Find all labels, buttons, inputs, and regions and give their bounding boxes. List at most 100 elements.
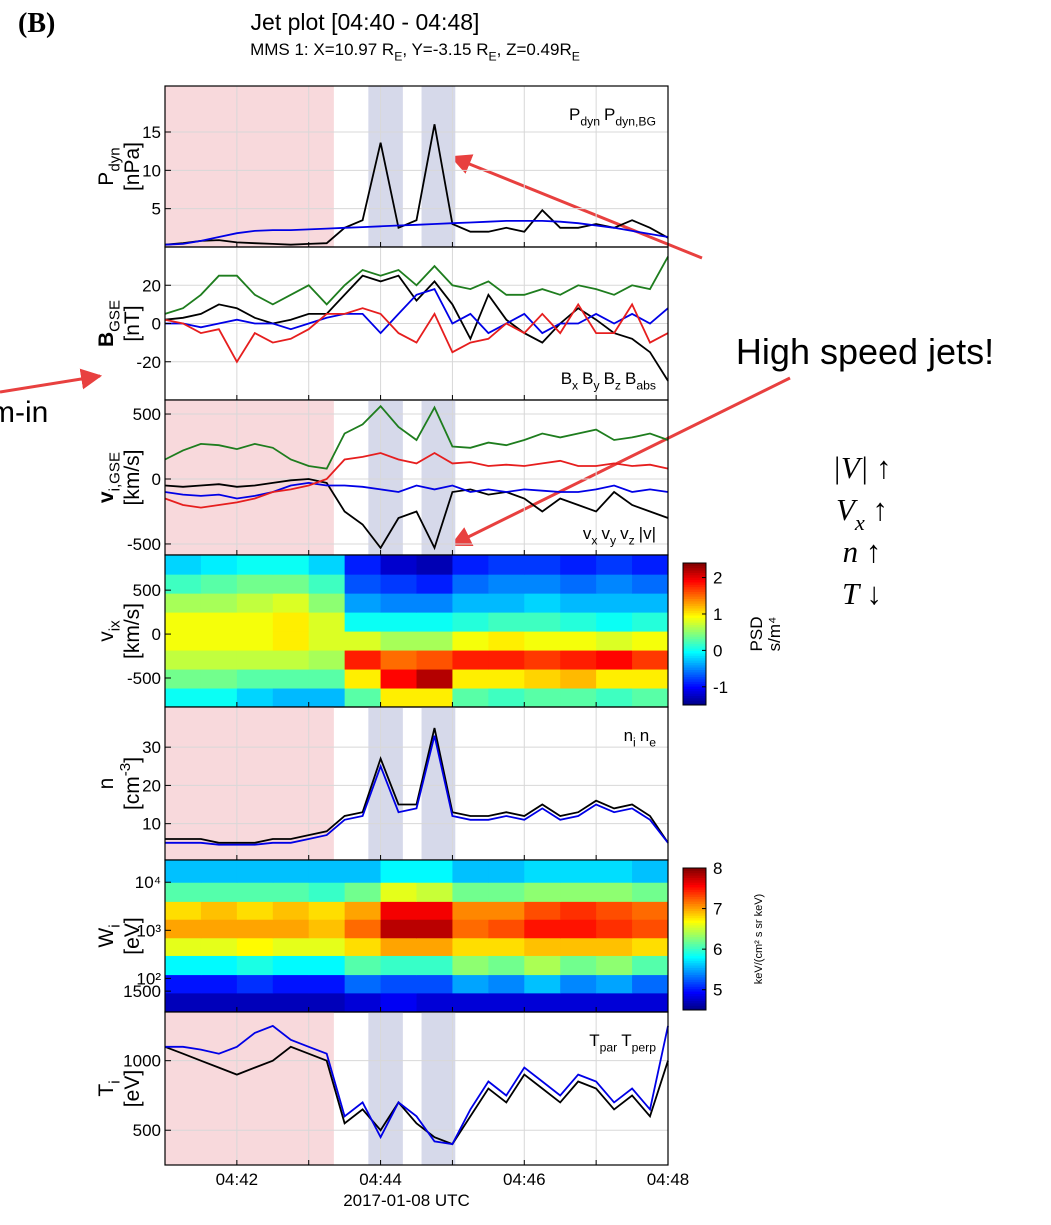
series-line [164,302,669,364]
heatmap-cell [416,688,453,708]
colorbar-swatch [683,596,706,599]
text-part: P [569,105,580,124]
heatmap-cell [416,919,453,939]
series-line [164,274,669,382]
heatmap-cell [524,919,561,939]
heatmap-cell [632,688,669,708]
series-line [165,727,669,844]
heatmap-cell [308,992,346,1013]
y-axis-label: vi,GSE [95,452,124,503]
highlight-region [165,707,334,860]
heatmap-cell [200,593,238,613]
series-line [164,256,669,315]
text-part: , Z=0.49R [497,40,572,59]
heatmap-cell [344,860,382,883]
series-line [164,481,669,500]
legend-entry: vz [620,524,635,547]
series-line [165,288,669,335]
heatmap-cell [524,631,561,651]
highlight-region [421,707,456,860]
text-part: P [95,172,118,186]
heatmap-cell [236,612,274,632]
colorbar-swatch [683,697,706,701]
colorbar-swatch [683,584,706,588]
text-part: ix [107,620,124,631]
colorbar-swatch [683,629,706,633]
colorbar-swatch [683,700,706,704]
highlight-region [165,86,334,247]
heatmap-cell [272,955,310,976]
heatmap-cell [344,688,382,708]
text-part: , Y=-3.15 R [402,40,488,59]
heatmap-cell [200,574,238,594]
colorbar-swatch [683,1005,706,1009]
colorbar-swatch [683,693,706,697]
heatmap-cell [308,860,346,883]
heatmap-cell [344,974,382,994]
colorbar-swatch [683,988,706,992]
x-tick-label: 04:44 [359,1170,402,1189]
heatmap-cell [560,860,597,883]
highlight-region [368,400,403,555]
heatmap-cell [488,882,525,902]
colorbar-swatch [683,896,706,900]
formula-list: |V| ↑Vx ↑n ↑T ↓ [832,450,891,611]
text-part: i [633,735,636,749]
x-tick-label: 04:48 [647,1170,690,1189]
colorbar-tick-label: 2 [713,569,722,588]
colorbar-swatch [683,683,706,687]
y-tick-label: 15 [142,123,161,142]
heatmap-cell [308,669,346,689]
colorbar-swatch [683,998,706,1002]
legend-entry: ne [640,726,656,749]
colorbar-swatch [683,910,706,914]
heatmap-cell [308,882,346,902]
text-part: T [95,1084,118,1097]
y-tick-label: 10² [136,969,161,988]
y-tick-label: -500 [127,669,161,688]
colorbar-swatch [683,660,706,663]
heatmap-cell [596,937,633,956]
legend-entry: |v| [639,524,656,543]
heatmap-cell [632,574,669,594]
heatmap-cell [560,593,597,613]
colorbar-swatch [683,993,706,997]
heatmap-cell [596,882,633,902]
colorbar-swatch [683,974,706,978]
heatmap-cell [452,650,489,670]
colorbar-swatch [683,577,706,581]
colorbar-swatch [683,622,706,626]
text-part: par [600,1040,618,1054]
colorbar-swatch [683,946,706,949]
colorbar-tick-label: 8 [713,859,722,878]
y-tick-label: 30 [142,738,161,757]
colorbar-swatch [683,572,706,576]
heatmap-cell [165,955,202,976]
text-part: perp [632,1040,657,1054]
heatmap-cell [452,882,489,902]
heatmap-cell [524,974,561,994]
x-tick-label: 04:46 [503,1170,546,1189]
colorbar-swatch [683,607,706,611]
heatmap-cell [272,919,310,939]
colorbar-swatch [683,972,706,975]
heatmap-cell [488,555,525,575]
heatmap-cell [596,992,633,1013]
y-axis-label: [eV] [121,917,144,954]
legend-entry: By [582,369,600,392]
heatmap-cell [416,992,453,1013]
heatmap-cell [380,631,417,651]
heatmap-cell [236,992,274,1013]
text-part: i [107,1080,124,1083]
colorbar-swatch [683,598,706,602]
formula: |V| ↑ [832,450,891,485]
heatmap-cell [165,882,202,902]
heatmap-cell [416,593,453,613]
text-part: y [593,378,600,392]
heatmap-cell [452,901,489,920]
heatmap-cell [596,650,633,670]
text-part: x [572,378,578,392]
heatmap-cell [632,631,669,651]
heatmap-cell [344,955,382,976]
heatmap-cell [308,593,346,613]
